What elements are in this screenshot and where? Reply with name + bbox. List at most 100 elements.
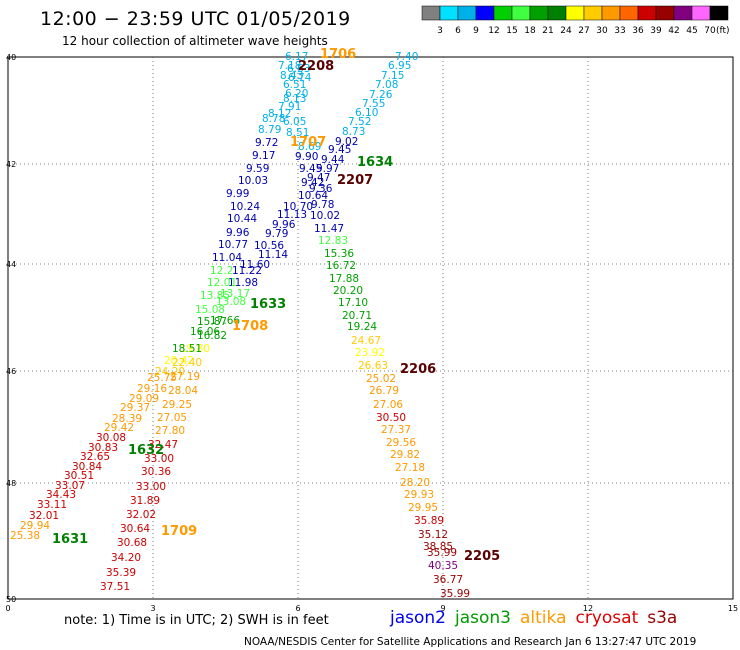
wave-height-value: 13.85 [200, 290, 230, 302]
wave-height-value: 35.99 [440, 588, 470, 600]
wave-height-value: 7.55 [362, 98, 385, 110]
map-subtitle: 12 hour collection of altimeter wave hei… [62, 34, 328, 48]
track-time-label: 1706 [320, 47, 356, 62]
wave-height-value: 8.78 [262, 113, 285, 125]
wave-height-value: 17.66 [210, 315, 240, 327]
wave-height-value: 8.43 [280, 70, 303, 82]
wave-height-value: 33.00 [136, 481, 166, 493]
wave-height-value: 8.79 [258, 124, 281, 136]
legend-altika: altika [520, 608, 567, 628]
wave-height-value: 11.47 [314, 223, 344, 235]
wave-height-value: 24.20 [155, 366, 185, 378]
wave-height-value: 27.18 [395, 462, 425, 474]
wave-height-value: 12.2 [210, 265, 233, 277]
y-tick-50: 50 [6, 595, 16, 604]
wave-height-value: 9.97 [316, 163, 339, 175]
wave-height-value: 8.69 [298, 141, 321, 153]
wave-height-value: 20.71 [342, 310, 372, 322]
track-time-label: 1632 [128, 443, 164, 458]
scale-label-12: 39 [650, 26, 662, 36]
x-tick-9: 9 [440, 604, 445, 612]
wave-height-value: 9.72 [255, 137, 278, 149]
wave-height-value: 10.44 [227, 213, 257, 225]
scale-label-7: 24 [560, 26, 572, 36]
track-time-label: 1709 [161, 524, 197, 539]
wave-height-value: 24.67 [351, 335, 381, 347]
legend-cryosat: cryosat [575, 608, 639, 628]
y-tick-42: 42 [6, 160, 16, 169]
track-time-label: 2207 [337, 173, 373, 188]
wave-height-value: 9.79 [265, 228, 288, 240]
wave-height-value: 16.06 [190, 326, 220, 338]
wave-height-value: 18.51 [172, 343, 202, 355]
wave-height-value: 11.98 [228, 277, 258, 289]
wave-height-value: 30.50 [376, 412, 406, 424]
wave-height-value: 9.96 [226, 227, 250, 239]
wave-height-value: 26.63 [358, 360, 388, 372]
wave-height-value: 11.14 [258, 249, 288, 261]
wave-height-value: 8.73 [342, 126, 365, 138]
wave-height-value: 35.99 [427, 547, 457, 559]
scale-label-2: 9 [473, 26, 479, 36]
x-tick-12: 12 [583, 604, 593, 612]
wave-height-value: 35.39 [106, 567, 136, 579]
wave-height-value: 9.59 [246, 163, 269, 175]
wave-height-value: 22.40 [172, 357, 202, 369]
scale-label-5: 18 [524, 26, 536, 36]
wave-height-value: 20.20 [333, 285, 363, 297]
wave-height-value: 15.08 [195, 304, 225, 316]
satellite-legend: jason2 jason3 altika cryosat s3a [390, 608, 686, 628]
legend-jason3: jason3 [455, 608, 511, 628]
wave-height-value: 6.51 [283, 79, 306, 91]
wave-height-value: 7.08 [375, 79, 398, 91]
x-tick-3: 3 [150, 604, 155, 612]
wave-height-value: 7.52 [348, 116, 371, 128]
track-t1633: 1633 [250, 297, 286, 312]
track-time-label: 1634 [357, 155, 393, 170]
map-title: 12:00 − 23:59 UTC 01/05/2019 [40, 8, 351, 30]
note-text: note: 1) Time is in UTC; 2) SWH is in fe… [64, 613, 329, 628]
wave-height-value: 9.99 [226, 188, 249, 200]
track-time-label: 2206 [400, 362, 436, 377]
wave-height-value: 30.51 [64, 470, 94, 482]
credit-line: NOAA/NESDIS Center for Satellite Applica… [244, 636, 697, 648]
wave-height-value: 6.10 [355, 107, 378, 119]
wave-height-value: 10.64 [298, 190, 328, 202]
wave-height-value: 9.02 [335, 136, 358, 148]
track-time-label: 1707 [290, 135, 326, 150]
wave-height-value: 29.25 [162, 399, 192, 411]
wave-height-value: 27.37 [381, 424, 411, 436]
wave-height-value: 35.89 [414, 515, 444, 527]
scale-label-1: 6 [455, 26, 461, 36]
wave-height-value: 34.43 [46, 489, 76, 501]
wave-height-value: 30.84 [72, 461, 102, 473]
wave-height-value: 16.72 [326, 260, 356, 272]
wave-height-value: 9.78 [311, 199, 334, 211]
wave-height-value: 12.83 [318, 235, 348, 247]
wave-height-value: 27.06 [373, 399, 403, 411]
wave-height-value: 28.20 [400, 477, 430, 489]
wave-height-value: 16.82 [197, 330, 227, 342]
scale-label-14: 45 [686, 26, 697, 36]
wave-height-value: 9.36 [309, 183, 333, 195]
wave-height-value: 6.20 [285, 88, 308, 100]
wave-height-value: 32.47 [148, 439, 178, 451]
legend-jason2: jason2 [390, 608, 446, 628]
map-frame [7, 56, 734, 600]
wave-height-value: 38.85 [423, 541, 453, 553]
wave-height-value: 29.42 [104, 422, 134, 434]
track-time-label: 2205 [464, 549, 500, 564]
wave-height-value: 33.07 [55, 480, 85, 492]
wave-height-value: 11.04 [212, 252, 242, 264]
wave-height-value: 9.45 [328, 144, 351, 156]
scale-label-11: 36 [632, 26, 644, 36]
track-time-label: 2208 [298, 59, 334, 74]
wave-height-value: 10.24 [230, 201, 260, 213]
wave-height-value: 9.47 [307, 172, 330, 184]
wave-height-value: 33.00 [144, 453, 174, 465]
x-tick-6: 6 [295, 604, 300, 612]
track-t1632: 1632 [128, 443, 164, 458]
wave-height-value: 9.96 [272, 219, 296, 231]
